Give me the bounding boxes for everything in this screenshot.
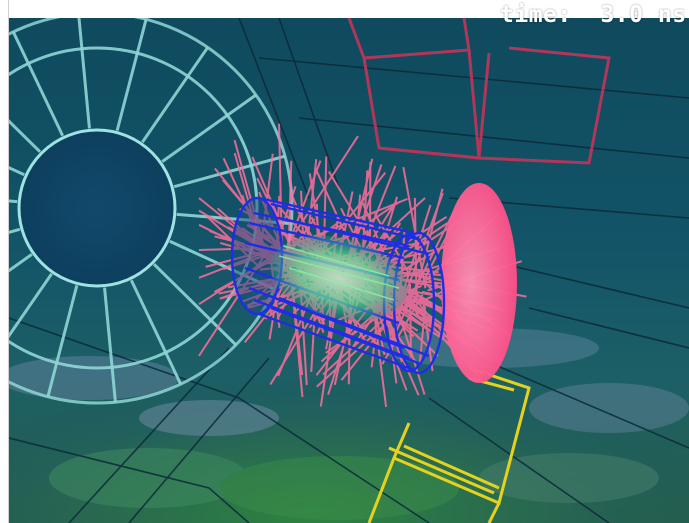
particle-track <box>402 166 427 289</box>
wheel-spoke <box>141 46 209 143</box>
yellow-frame-structure <box>367 366 531 523</box>
inner-detector-cylinder <box>230 196 446 375</box>
wheel-spoke <box>9 273 53 339</box>
frame-top-margin <box>0 0 689 18</box>
wheel-spoke <box>46 285 79 398</box>
simulation-scene <box>9 18 689 523</box>
particle-track <box>278 123 283 244</box>
simulation-time-readout: time: 3.0 ns <box>500 2 687 28</box>
wheel-spoke <box>161 93 257 163</box>
wheel-spoke <box>77 18 91 129</box>
wheel-spoke <box>9 119 42 153</box>
particle-collision-icon <box>198 123 527 407</box>
time-label: time: <box>500 2 572 28</box>
wheel-spoke <box>152 263 237 346</box>
detector-end-cap <box>441 183 517 383</box>
simulation-viewport <box>9 18 689 523</box>
wheel-spoke <box>11 31 65 137</box>
time-value: 3.0 ns <box>600 2 687 28</box>
particle-track <box>286 135 359 246</box>
red-frame-structure <box>347 18 611 165</box>
particle-track <box>409 283 412 358</box>
collision-core <box>270 235 408 321</box>
wheel-spoke <box>9 253 33 273</box>
wheel-spoke <box>115 18 148 131</box>
wheel-spoke <box>103 287 117 403</box>
frame-left-margin <box>0 0 9 523</box>
wheel-spoke <box>129 279 183 385</box>
